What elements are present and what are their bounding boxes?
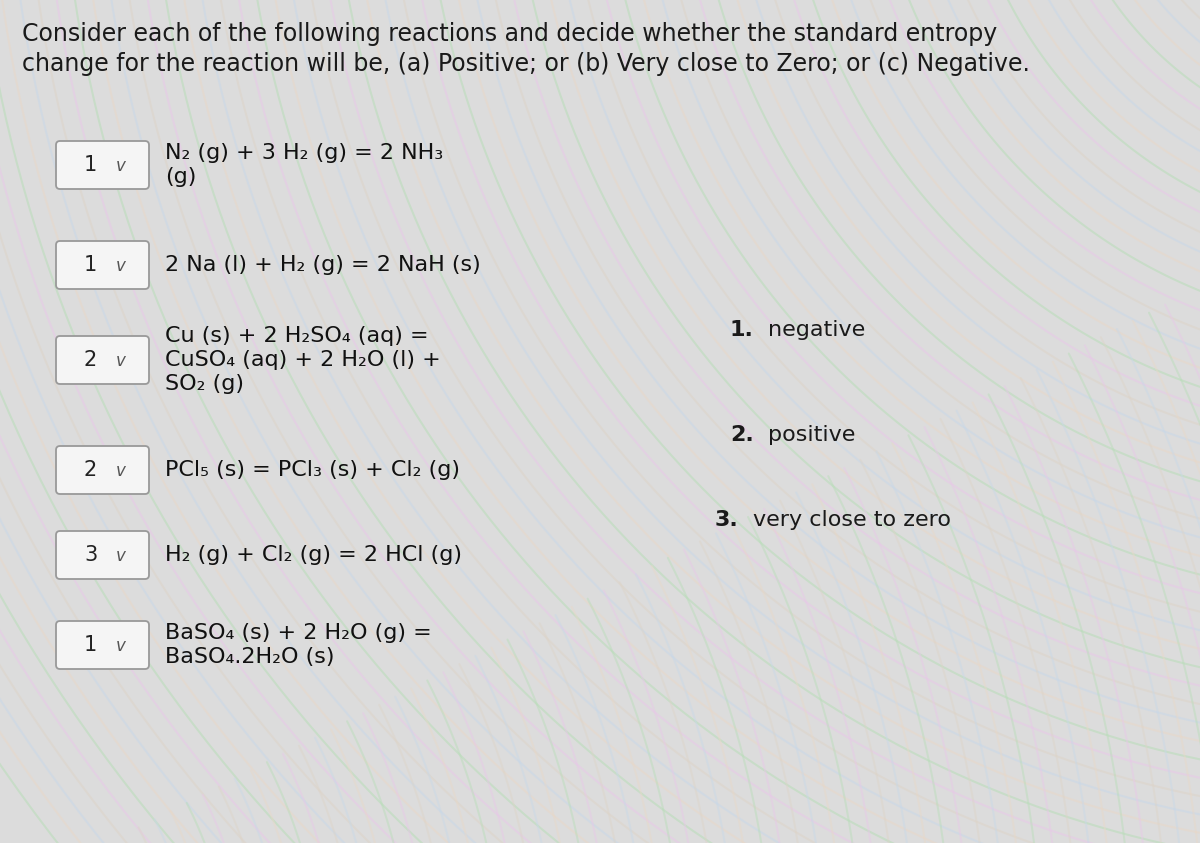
Text: PCl₅ (s) = PCl₃ (s) + Cl₂ (g): PCl₅ (s) = PCl₃ (s) + Cl₂ (g): [166, 460, 460, 480]
Text: positive: positive: [768, 425, 856, 445]
Text: N₂ (g) + 3 H₂ (g) = 2 NH₃: N₂ (g) + 3 H₂ (g) = 2 NH₃: [166, 143, 443, 163]
FancyBboxPatch shape: [56, 446, 149, 494]
Text: 3.: 3.: [715, 510, 739, 530]
Text: 3: 3: [84, 545, 97, 565]
Text: SO₂ (g): SO₂ (g): [166, 374, 244, 394]
Text: 1: 1: [84, 155, 97, 175]
Text: H₂ (g) + Cl₂ (g) = 2 HCl (g): H₂ (g) + Cl₂ (g) = 2 HCl (g): [166, 545, 462, 565]
Text: very close to zero: very close to zero: [754, 510, 952, 530]
Text: 1: 1: [84, 635, 97, 655]
Text: 1: 1: [84, 255, 97, 275]
FancyBboxPatch shape: [56, 241, 149, 289]
FancyBboxPatch shape: [56, 141, 149, 189]
Text: v: v: [116, 462, 126, 480]
Text: 2: 2: [84, 460, 97, 480]
Text: negative: negative: [768, 320, 865, 340]
FancyBboxPatch shape: [56, 621, 149, 669]
Text: 2: 2: [84, 350, 97, 370]
Text: 2.: 2.: [730, 425, 754, 445]
Text: BaSO₄ (s) + 2 H₂O (g) =: BaSO₄ (s) + 2 H₂O (g) =: [166, 623, 432, 643]
FancyBboxPatch shape: [56, 531, 149, 579]
Text: v: v: [116, 352, 126, 370]
Text: v: v: [116, 257, 126, 275]
Text: CuSO₄ (aq) + 2 H₂O (l) +: CuSO₄ (aq) + 2 H₂O (l) +: [166, 350, 440, 370]
Text: Cu (s) + 2 H₂SO₄ (aq) =: Cu (s) + 2 H₂SO₄ (aq) =: [166, 326, 428, 346]
Text: Consider each of the following reactions and decide whether the standard entropy: Consider each of the following reactions…: [22, 22, 997, 46]
Text: (g): (g): [166, 167, 197, 187]
Text: 2 Na (l) + H₂ (g) = 2 NaH (s): 2 Na (l) + H₂ (g) = 2 NaH (s): [166, 255, 481, 275]
FancyBboxPatch shape: [56, 336, 149, 384]
Text: 1.: 1.: [730, 320, 754, 340]
Text: BaSO₄.2H₂O (s): BaSO₄.2H₂O (s): [166, 647, 335, 667]
Text: v: v: [116, 547, 126, 565]
Text: v: v: [116, 637, 126, 655]
Text: v: v: [116, 157, 126, 175]
Text: change for the reaction will be, (a) Positive; or (b) Very close to Zero; or (c): change for the reaction will be, (a) Pos…: [22, 52, 1030, 76]
